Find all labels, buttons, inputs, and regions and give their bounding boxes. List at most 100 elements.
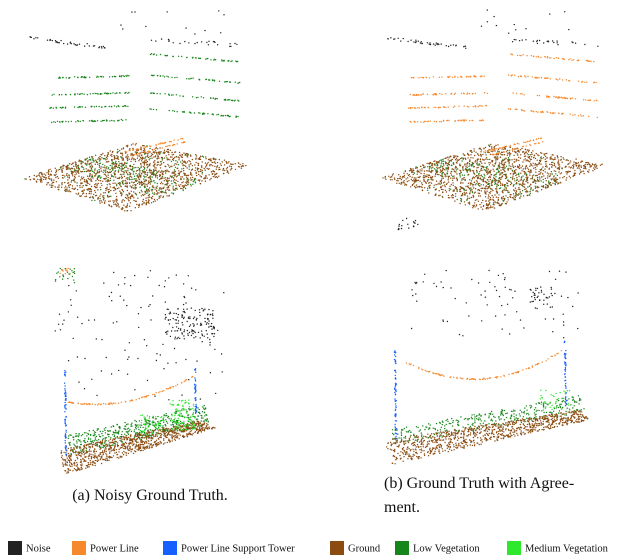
point — [423, 179, 424, 180]
point — [92, 93, 93, 94]
point — [68, 121, 69, 122]
point — [546, 297, 547, 298]
point — [481, 175, 482, 176]
point — [173, 158, 174, 159]
point — [590, 166, 591, 167]
point — [212, 318, 213, 319]
point — [130, 169, 131, 170]
point — [470, 184, 471, 185]
point — [96, 106, 97, 107]
point — [465, 159, 466, 160]
point — [157, 199, 158, 200]
point — [156, 173, 157, 174]
point — [167, 417, 168, 418]
point — [142, 427, 143, 428]
point — [131, 423, 132, 424]
point — [457, 156, 458, 157]
point — [99, 198, 100, 199]
point — [116, 433, 117, 434]
point — [96, 162, 97, 163]
point — [160, 151, 161, 152]
point — [175, 160, 176, 161]
point — [461, 199, 462, 200]
point — [165, 424, 166, 425]
point — [166, 155, 167, 156]
point — [503, 174, 504, 175]
point — [179, 174, 180, 175]
point — [501, 413, 502, 414]
point — [199, 157, 200, 158]
point — [445, 186, 446, 187]
point — [443, 287, 444, 288]
point — [419, 186, 420, 187]
point — [528, 414, 529, 415]
point — [190, 112, 191, 113]
point — [487, 159, 488, 160]
point — [470, 170, 471, 171]
point — [490, 413, 491, 414]
point — [82, 187, 83, 188]
point — [118, 178, 119, 179]
point — [468, 155, 469, 156]
point — [88, 439, 89, 440]
point — [117, 205, 118, 206]
point — [509, 333, 510, 334]
point — [45, 175, 46, 176]
point — [86, 185, 87, 186]
point — [451, 418, 452, 419]
point — [116, 92, 117, 93]
point — [143, 152, 144, 153]
point — [501, 305, 502, 306]
point — [462, 168, 463, 169]
point — [127, 359, 128, 360]
point — [518, 181, 519, 182]
point — [97, 176, 98, 177]
point — [76, 440, 77, 441]
point — [535, 288, 536, 289]
point — [410, 40, 411, 41]
point — [130, 426, 131, 427]
point — [102, 164, 103, 165]
point — [516, 417, 517, 418]
point — [196, 155, 197, 156]
point — [149, 158, 150, 159]
point — [121, 157, 122, 158]
point — [558, 183, 559, 184]
point — [453, 169, 454, 170]
point — [166, 184, 167, 185]
point — [183, 173, 184, 174]
point — [561, 296, 562, 297]
point — [436, 163, 437, 164]
point — [222, 170, 223, 171]
point — [186, 78, 187, 79]
point — [204, 336, 205, 337]
point — [71, 305, 72, 306]
point — [155, 189, 156, 190]
point — [152, 174, 153, 175]
point — [404, 180, 405, 181]
point — [534, 295, 535, 296]
point — [474, 150, 475, 151]
point — [465, 48, 466, 49]
point — [135, 159, 136, 160]
point — [120, 166, 121, 167]
point — [137, 158, 138, 159]
point — [487, 184, 488, 185]
point — [426, 174, 427, 175]
point — [542, 166, 543, 167]
point — [91, 120, 92, 121]
point — [180, 155, 181, 156]
point — [94, 170, 95, 171]
point — [500, 170, 501, 171]
point — [135, 427, 136, 428]
point — [225, 81, 226, 82]
point — [172, 176, 173, 177]
figure: (a) Noisy Ground Truth. (b) Ground Truth… — [0, 0, 640, 558]
point — [585, 164, 586, 165]
point — [176, 164, 177, 165]
point — [461, 172, 462, 173]
point — [452, 422, 453, 423]
point — [112, 183, 113, 184]
point — [424, 429, 425, 430]
point — [70, 94, 71, 95]
